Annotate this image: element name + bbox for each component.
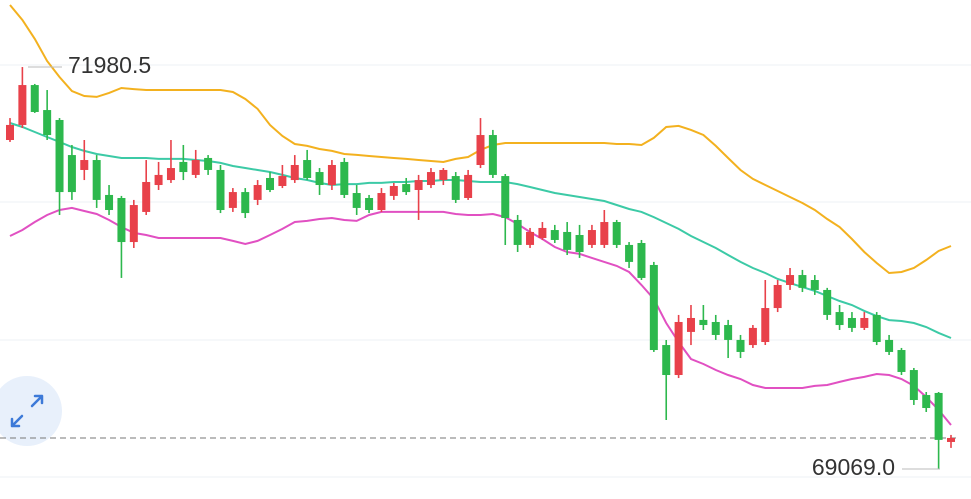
candle-body: [228, 192, 237, 208]
candle-body: [352, 193, 361, 208]
candle-body: [761, 308, 770, 343]
candle-body: [587, 230, 596, 245]
candle-body: [253, 185, 262, 200]
candle-body: [748, 327, 757, 346]
candle-body: [662, 345, 671, 376]
candle-body: [637, 243, 646, 278]
candle-body: [6, 124, 14, 141]
candle-body: [402, 184, 411, 193]
candle-body: [934, 392, 943, 440]
candle-body: [488, 135, 497, 175]
candle-body: [686, 317, 695, 332]
candle-body: [699, 319, 708, 326]
expand-button[interactable]: [0, 376, 62, 446]
candle-body: [711, 321, 720, 335]
candle-body: [872, 314, 881, 343]
candle-body: [43, 110, 52, 136]
candle-body: [451, 176, 460, 200]
candle-body: [266, 177, 275, 190]
candle-body: [241, 192, 250, 214]
candle-body: [575, 235, 584, 252]
candle-body: [55, 119, 64, 193]
candle-body: [278, 176, 287, 186]
candle-body: [563, 231, 572, 250]
candle-body: [204, 157, 213, 170]
candle-body: [649, 264, 658, 351]
candle-body: [773, 284, 782, 309]
candle-body: [526, 231, 535, 245]
candle-body: [414, 180, 423, 190]
candle-body: [550, 230, 559, 240]
candle-body: [439, 169, 448, 181]
candle-body: [464, 174, 473, 198]
candle-body: [947, 437, 955, 442]
candle-body: [476, 135, 485, 165]
candle-body: [724, 325, 733, 340]
max-price-label: 71980.5: [68, 52, 151, 78]
candle-body: [625, 244, 634, 262]
candle-body: [674, 321, 683, 376]
candle-body: [885, 339, 894, 352]
expand-button-bg[interactable]: [0, 376, 62, 446]
candle-body: [922, 395, 931, 409]
candle-body: [18, 85, 27, 125]
candle-body: [377, 193, 386, 211]
band-line: [9, 122, 952, 339]
candle-body: [92, 160, 101, 200]
candle-body: [290, 164, 299, 181]
candle-body: [80, 160, 89, 170]
candle-body: [847, 317, 856, 328]
candle-body: [117, 197, 126, 243]
band-line: [9, 206, 952, 426]
candle-body: [897, 350, 906, 372]
candle-body: [154, 174, 163, 186]
candle-body: [166, 168, 175, 181]
candle-body: [142, 181, 151, 212]
candle-body: [798, 275, 807, 288]
candle-body: [30, 85, 39, 112]
candle-body: [612, 222, 621, 245]
candle-body: [810, 280, 819, 290]
candle-body: [823, 289, 832, 315]
candle-body: [786, 275, 795, 285]
candle-body: [179, 161, 188, 173]
candle-body: [216, 169, 225, 211]
expand-icon[interactable]: [10, 394, 44, 428]
candle-body: [538, 227, 547, 239]
candle-body: [191, 160, 200, 175]
candle-body: [327, 164, 336, 186]
candle-body: [501, 176, 510, 219]
min-price-label: 69069.0: [812, 454, 895, 480]
candle-body: [426, 172, 435, 186]
candle-body: [105, 194, 114, 211]
candle-body: [365, 197, 374, 211]
candle-body: [835, 312, 844, 326]
candle-body: [909, 370, 918, 401]
candle-body: [600, 222, 609, 245]
candle-body: [303, 160, 312, 178]
candle-body: [389, 185, 398, 196]
candle-body: [315, 172, 324, 186]
candle-body: [860, 317, 869, 328]
candle-body: [67, 155, 76, 193]
candle-body: [513, 219, 522, 245]
candle-body: [340, 161, 349, 195]
candle-body: [736, 339, 745, 352]
candle-body: [129, 205, 138, 243]
